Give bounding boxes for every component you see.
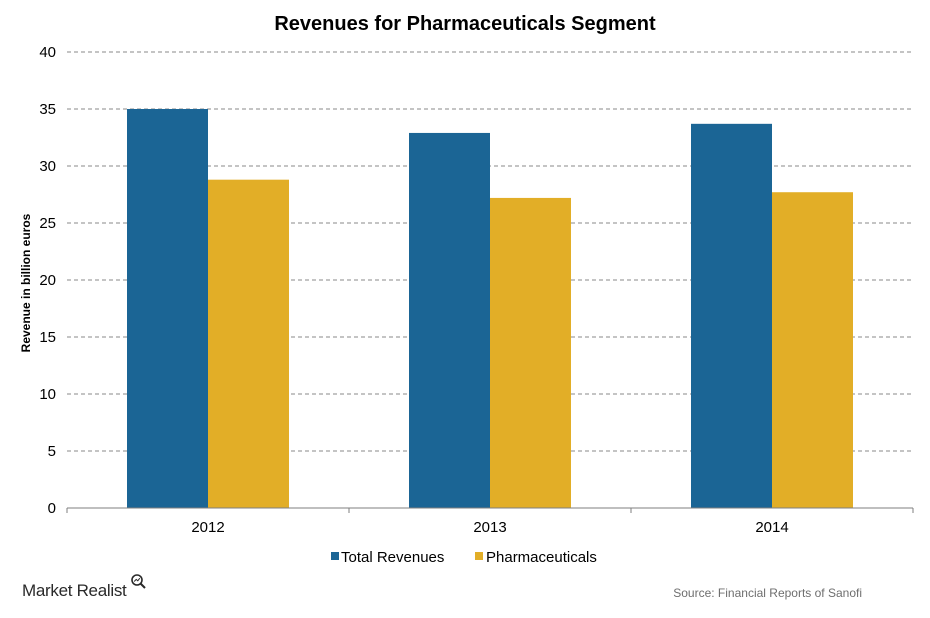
y-tick-label: 15 — [39, 329, 56, 346]
y-tick-label: 0 — [48, 500, 56, 517]
y-axis-ticks: 0 5 10 15 20 25 30 35 40 — [39, 44, 56, 517]
legend-label: Pharmaceuticals — [486, 549, 597, 566]
bar-total-revenues-2014 — [691, 123, 772, 508]
y-tick-label: 35 — [39, 101, 56, 118]
y-tick-label: 20 — [39, 272, 56, 289]
chart-title: Revenues for Pharmaceuticals Segment — [274, 13, 656, 35]
axes — [66, 507, 914, 513]
bar-pharmaceuticals-2013 — [490, 197, 571, 509]
x-tick-label: 2013 — [473, 519, 506, 536]
x-axis-ticks: 2012 2013 2014 — [191, 519, 788, 536]
y-axis-label: Revenue in billion euros — [19, 213, 33, 352]
bar-pharmaceuticals-2012 — [208, 179, 289, 508]
bar-pharmaceuticals-2014 — [772, 192, 853, 508]
y-tick-label: 10 — [39, 386, 56, 403]
legend-swatch — [331, 552, 339, 560]
brand-name: Market Realist — [22, 581, 127, 600]
magnifier-icon — [131, 574, 146, 589]
legend: Total Revenues Pharmaceuticals — [331, 549, 597, 566]
y-tick-label: 30 — [39, 158, 56, 175]
legend-label: Total Revenues — [341, 549, 444, 566]
x-tick-label: 2012 — [191, 519, 224, 536]
bar-total-revenues-2013 — [409, 132, 490, 508]
legend-swatch — [475, 552, 483, 560]
x-tick-label: 2014 — [755, 519, 788, 536]
bar-total-revenues-2012 — [127, 109, 208, 508]
bars — [127, 109, 853, 509]
y-tick-label: 5 — [48, 443, 56, 460]
y-tick-label: 40 — [39, 44, 56, 61]
source-note: Source: Financial Reports of Sanofi — [673, 586, 862, 600]
market-realist-logo: Market Realist — [22, 574, 146, 600]
y-tick-label: 25 — [39, 215, 56, 232]
